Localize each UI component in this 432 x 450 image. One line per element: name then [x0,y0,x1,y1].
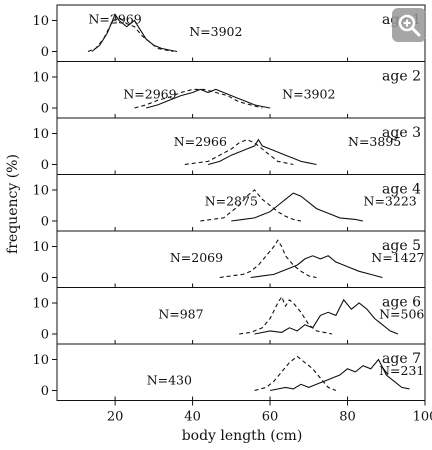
y-tick-label: 0 [41,271,49,286]
x-tick-label: 40 [184,410,201,425]
y-tick-label: 10 [32,353,49,368]
series-solid [254,298,399,335]
x-axis-title: body length (cm) [182,428,303,444]
series-dashed [184,139,294,166]
y-tick-label: 0 [41,215,49,230]
n-label-solid: N=3895 [348,134,401,149]
panel-age-5: 0 10 age 5 N=2069 N=1427 [32,230,426,288]
series-dashed [219,239,317,279]
series-solid [250,255,383,279]
panel-age-4: 0 10 age 4 N=2875 N=3223 [32,174,426,232]
y-tick-label: 0 [41,102,49,117]
x-tick-label: 60 [262,410,279,425]
n-label-solid: N=1427 [371,250,424,265]
y-tick-label: 0 [41,45,49,60]
n-label-solid: N=3902 [189,24,242,39]
n-label-dashed: N=2069 [170,250,223,265]
y-tick-label: 10 [32,240,49,255]
x-tick-label: 100 [413,410,432,425]
y-tick-label: 10 [32,71,49,86]
n-label-solid: N=231 [379,363,424,378]
series-dashed [200,189,302,222]
x-tick-label: 80 [339,410,356,425]
series-solid [91,13,178,53]
panel-label: age 3 [382,125,421,141]
n-label-solid: N=3902 [282,87,335,102]
n-label-dashed: N=2969 [88,12,141,27]
n-label-dashed: N=2966 [174,134,227,149]
panel-age-7: 0 10 age 7 N=430 N=231 [32,343,426,401]
series-dashed [87,16,174,53]
series-solid [207,138,317,166]
n-label-dashed: N=987 [158,307,203,322]
panel-age-2: 0 10 age 2 N=2969 N=3902 [32,61,426,119]
panel-label: age 7 [382,351,421,367]
panel-frame [56,61,426,119]
n-label-dashed: N=2875 [205,194,258,209]
n-label-solid: N=3223 [364,194,417,209]
series-dashed [254,355,337,392]
panel-frame [56,343,426,401]
y-tick-label: 0 [41,328,49,343]
panel-age-3: 0 10 age 3 N=2966 N=3895 [32,117,426,175]
zoom-icon [398,14,421,37]
y-tick-label: 0 [41,384,49,399]
panel-label: age 5 [382,238,421,254]
y-tick-label: 10 [32,297,49,312]
panel-age-6: 0 10 age 6 N=987 N=506 [32,287,426,345]
panel-frame [56,287,426,345]
panel-label: age 6 [382,295,421,311]
zoom-button[interactable] [392,8,426,42]
y-axis-title: frequency (%) [5,154,21,254]
n-label-dashed: N=430 [147,372,192,387]
y-tick-label: 10 [32,14,49,29]
panel-label: age 4 [382,182,421,198]
x-axis: 20 40 60 80 100 [107,400,432,425]
panel-label: age 2 [382,69,421,85]
y-tick-label: 10 [32,184,49,199]
y-tick-label: 0 [41,158,49,173]
series-solid [145,88,271,109]
n-label-dashed: N=2969 [123,87,176,102]
panel-frame [56,230,426,288]
series-dashed [134,88,263,109]
series-dashed [239,295,333,335]
series-solid [269,358,410,392]
series-solid [231,192,364,222]
y-tick-label: 10 [32,127,49,142]
n-label-solid: N=506 [379,307,424,322]
x-tick-label: 20 [107,410,124,425]
